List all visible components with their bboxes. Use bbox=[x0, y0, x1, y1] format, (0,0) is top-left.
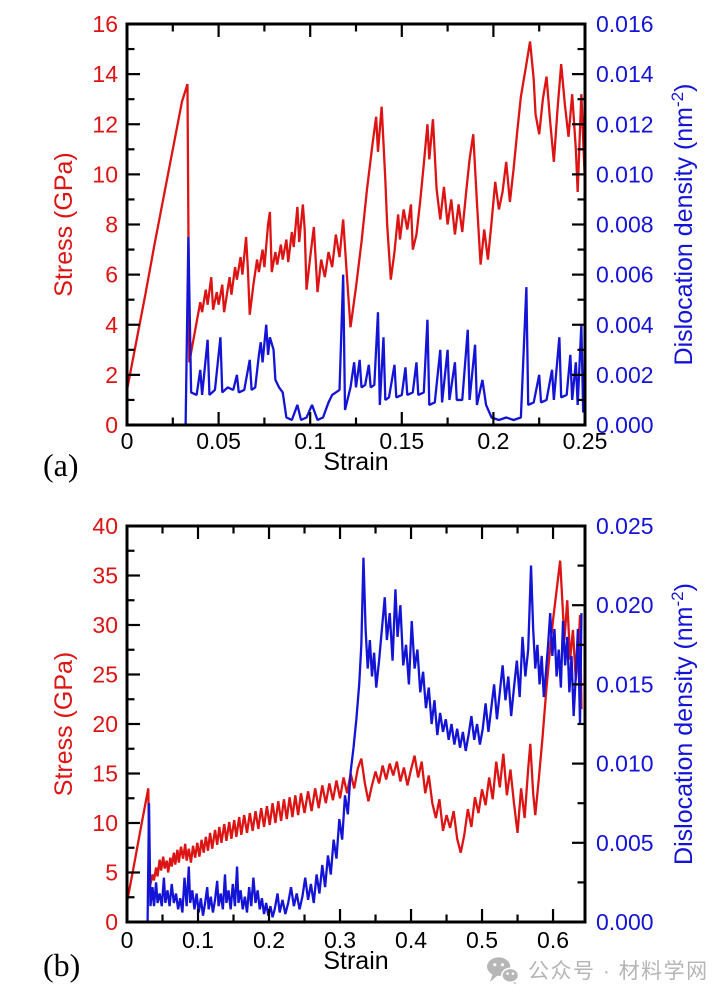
x-tick-label: 0.2 bbox=[253, 927, 285, 953]
wechat-icon bbox=[487, 956, 519, 985]
right-y-tick-label: 0.016 bbox=[596, 11, 654, 37]
left-y-tick-label: 4 bbox=[105, 312, 118, 338]
x-tick-label: 0 bbox=[121, 927, 134, 953]
left-y-axis-title-a: Stress (GPa) bbox=[50, 152, 78, 296]
left-y-tick-label: 2 bbox=[105, 362, 118, 388]
left-y-tick-label: 15 bbox=[92, 761, 118, 787]
chart-panel-b: 0 0.1 0.2 0.3 0.4 0.5 0.6 0 5 10 15 20 25 30 35 40 0.000… bbox=[50, 513, 698, 975]
left-y-tick-label: 12 bbox=[92, 111, 118, 137]
left-y-tick-label: 0 bbox=[105, 412, 118, 438]
x-axis-title-a: Strain bbox=[323, 448, 388, 476]
left-y-tick-label: 10 bbox=[92, 810, 118, 836]
watermark: 公众号 · 材料学网 bbox=[486, 955, 709, 985]
x-tick-label: 0 bbox=[121, 428, 134, 454]
left-y-tick-label: 25 bbox=[92, 662, 118, 688]
left-y-tick-label: 30 bbox=[92, 612, 118, 638]
x-tick-label: 0.1 bbox=[182, 927, 214, 953]
x-tick-label: 0.6 bbox=[537, 927, 569, 953]
left-y-tick-label: 40 bbox=[92, 513, 118, 539]
right-y-tick-label: 0.000 bbox=[596, 909, 654, 935]
left-y-tick-label: 35 bbox=[92, 563, 118, 589]
left-y-tick-label: 14 bbox=[92, 61, 118, 87]
plot-frame-a bbox=[125, 22, 587, 427]
x-tick-label: 0.2 bbox=[477, 428, 509, 454]
curves-b bbox=[127, 557, 583, 922]
right-y-tick-label: 0.006 bbox=[596, 262, 654, 288]
right-y-tick-label: 0.005 bbox=[596, 830, 654, 856]
x-tick-label: 0.15 bbox=[379, 428, 424, 454]
right-y-tick-label: 0.010 bbox=[596, 751, 654, 777]
panel-b-label: (b) bbox=[43, 947, 81, 983]
right-y-tick-label: 0.014 bbox=[596, 61, 654, 87]
right-y-tick-label: 0.004 bbox=[596, 312, 654, 338]
curves-a bbox=[127, 41, 585, 425]
x-tick-label: 0.4 bbox=[395, 927, 427, 953]
panel-a-label: (a) bbox=[43, 447, 79, 483]
right-y-tick-label: 0.012 bbox=[596, 111, 654, 137]
x-tick-label: 0.5 bbox=[466, 927, 498, 953]
x-tick-label: 0.25 bbox=[563, 428, 608, 454]
left-y-tick-label: 8 bbox=[105, 212, 118, 238]
left-y-tick-label: 5 bbox=[105, 860, 118, 886]
left-y-tick-label: 20 bbox=[92, 711, 118, 737]
chart-panel-a: 0 0.05 0.1 0.15 0.2 0.25 0 2 4 6 8 10 12 14 16 0.000 0.0… bbox=[50, 11, 698, 476]
x-tick-label: 0.3 bbox=[324, 927, 356, 953]
left-y-axis-title-b: Stress (GPa) bbox=[50, 652, 78, 796]
x-axis-title-b: Strain bbox=[323, 947, 388, 975]
right-y-tick-label: 0.002 bbox=[596, 362, 654, 388]
ticks-a bbox=[125, 22, 587, 427]
left-y-tick-label: 0 bbox=[105, 909, 118, 935]
left-y-tick-label: 10 bbox=[92, 161, 118, 187]
right-y-tick-label: 0.010 bbox=[596, 161, 654, 187]
right-y-tick-label: 0.000 bbox=[596, 412, 654, 438]
stress-curve-b bbox=[127, 560, 583, 903]
right-y-axis-title-a: Dislocation density (nm-2) bbox=[668, 84, 698, 366]
right-y-tick-label: 0.020 bbox=[596, 592, 654, 618]
stress-curve-a bbox=[127, 41, 585, 391]
left-y-tick-label: 16 bbox=[92, 11, 118, 37]
right-y-axis-title-b: Dislocation density (nm-2) bbox=[668, 583, 698, 865]
watermark-text: 公众号 · 材料学网 bbox=[528, 960, 709, 983]
right-y-tick-label: 0.025 bbox=[596, 513, 654, 539]
dislocation-curve-a bbox=[127, 237, 585, 425]
right-y-tick-label: 0.008 bbox=[596, 212, 654, 238]
x-tick-label: 0.1 bbox=[294, 428, 326, 454]
dislocation-curve-b bbox=[127, 557, 583, 922]
ticks-b bbox=[125, 524, 585, 924]
x-tick-label: 0.05 bbox=[196, 428, 241, 454]
left-y-tick-label: 6 bbox=[105, 262, 118, 288]
right-y-tick-label: 0.015 bbox=[596, 671, 654, 697]
